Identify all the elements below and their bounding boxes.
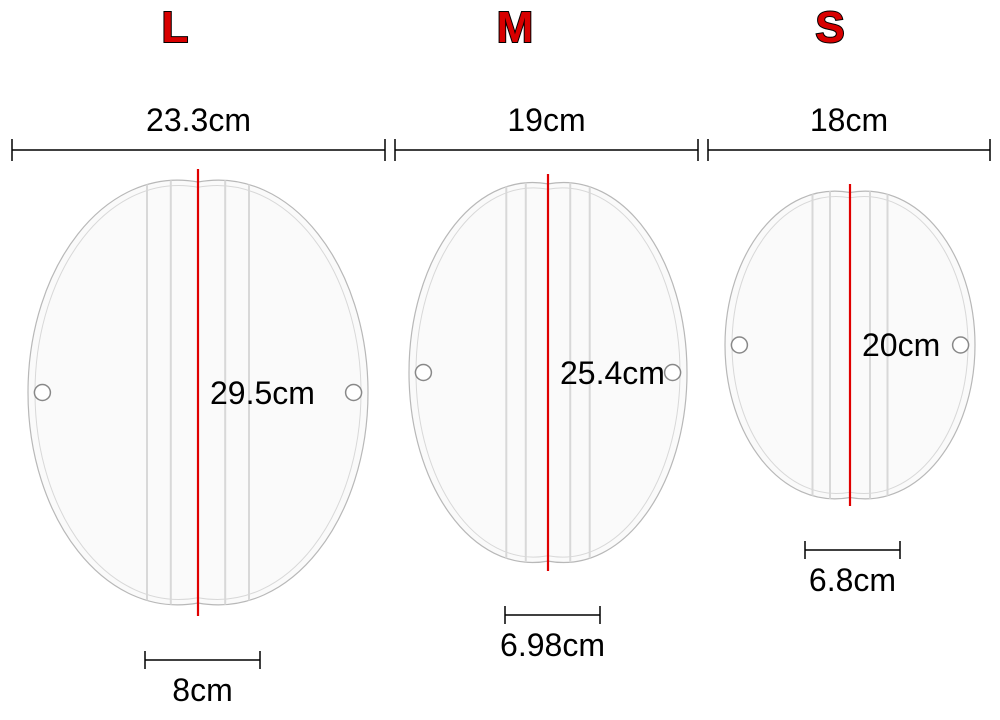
height-label-L: 29.5cm (210, 375, 315, 412)
size-chart-container: L 23.3cm 29.5cm 8cm M 19cm 25.4cm 6.98cm S 18cm 20… (0, 0, 1000, 720)
width-bar-M (395, 139, 698, 161)
width-bar-L (12, 139, 385, 161)
size-label-L: L (162, 3, 189, 53)
snap-left (731, 337, 747, 353)
size-label-M: M (497, 3, 534, 53)
width-bar-S (708, 139, 990, 161)
bottom-bar-M (505, 606, 600, 624)
bottom-label-L: 8cm (172, 672, 232, 709)
snap-right (665, 365, 681, 381)
size-label-S: S (815, 3, 844, 53)
height-label-S: 20cm (862, 327, 940, 364)
pad-L (28, 165, 368, 620)
snap-right (953, 337, 969, 353)
width-label-L: 23.3cm (146, 102, 251, 139)
bottom-label-M: 6.98cm (500, 627, 605, 664)
height-label-M: 25.4cm (560, 355, 665, 392)
width-label-M: 19cm (507, 102, 585, 139)
width-label-S: 18cm (810, 102, 888, 139)
snap-right (346, 385, 362, 401)
bottom-bar-S (805, 541, 900, 559)
bottom-bar-L (145, 651, 260, 669)
snap-left (415, 365, 431, 381)
bottom-label-S: 6.8cm (809, 562, 896, 599)
snap-left (34, 385, 50, 401)
